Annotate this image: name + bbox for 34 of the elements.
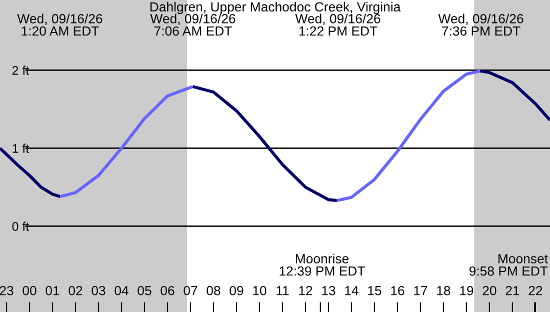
y-tick-label: 0 ft (12, 222, 30, 231)
x-tick-label: 14 (345, 286, 358, 296)
x-tick-label: 05 (138, 286, 152, 296)
annotation: Wed, 09/16/26 7:06 AM EDT (150, 14, 236, 36)
x-tick-label: 13 (322, 286, 336, 296)
annotation: Moonrise 12:39 PM EDT (280, 254, 365, 276)
x-tick-label: 20 (482, 286, 496, 296)
x-tick-label: 21 (506, 286, 520, 296)
x-tick-label: 16 (391, 286, 404, 296)
x-tick-label: 07 (184, 286, 198, 296)
x-tick-label: 01 (46, 286, 60, 296)
x-tick-label: 04 (114, 286, 128, 296)
annotation: Wed, 09/16/26 7:36 PM EDT (438, 14, 524, 36)
annotation: Wed, 09/16/26 1:20 AM EDT (17, 14, 102, 36)
x-tick-label: 06 (160, 286, 174, 296)
x-tick-label: 15 (368, 286, 382, 296)
x-tick-label: 19 (460, 286, 474, 296)
y-tick-label: 1 ft (12, 144, 30, 153)
chart-title: Dahlgren, Upper Machodoc Creek, Virginia (150, 2, 401, 14)
annotation: Moonset 9:58 PM EDT (469, 254, 548, 276)
x-tick-label: 18 (437, 286, 450, 296)
x-tick-label: 22 (528, 286, 542, 296)
x-tick-label: 12 (299, 286, 312, 296)
x-tick-label: 11 (276, 286, 289, 296)
x-tick-label: 08 (206, 286, 220, 296)
x-tick-label: 09 (230, 286, 244, 296)
x-tick-label: 10 (253, 286, 266, 296)
y-tick-label: 2 ft (12, 66, 30, 75)
annotation: Wed, 09/16/26 1:22 PM EDT (295, 14, 380, 36)
x-tick-label: 17 (414, 286, 428, 296)
x-tick-label: 00 (22, 286, 36, 296)
x-tick-label: 23 (0, 286, 14, 296)
x-tick-label: 02 (68, 286, 82, 296)
x-tick-label: 03 (92, 286, 106, 296)
